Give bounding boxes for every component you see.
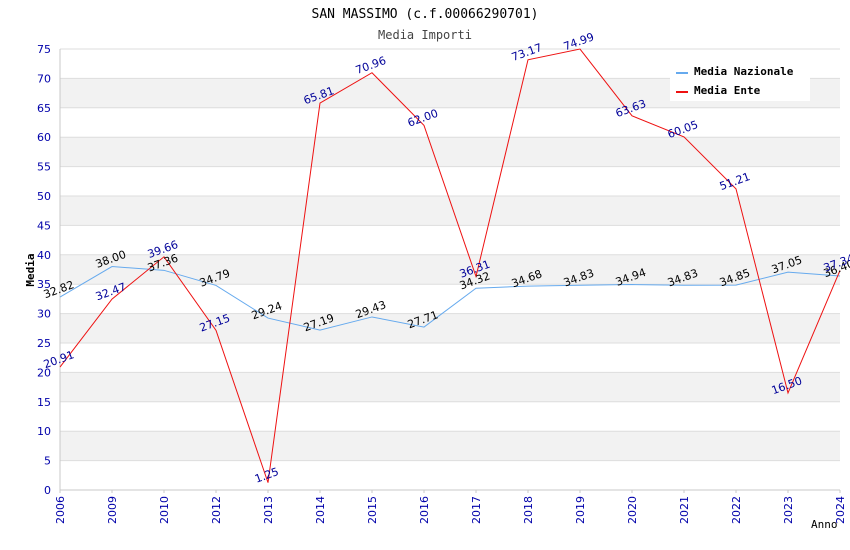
legend: Media Nazionale Media Ente xyxy=(670,60,810,101)
y-tick-label: 30 xyxy=(37,308,51,321)
x-tick-label: 2021 xyxy=(678,496,691,524)
y-tick-label: 25 xyxy=(37,337,51,350)
x-tick-label: 2018 xyxy=(522,496,535,524)
x-tick-label: 2012 xyxy=(210,496,223,524)
data-label-media-ente: 1.25 xyxy=(253,465,280,486)
data-label-media-ente: 62.00 xyxy=(406,107,440,130)
x-tick-label: 2015 xyxy=(366,496,379,524)
y-tick-label: 50 xyxy=(37,190,51,203)
x-tick-labels: 2006 2009 2010 2012 2013 2014 2015 2016 2017 2018… xyxy=(54,490,847,524)
x-tick-label: 2017 xyxy=(470,496,483,524)
gridlines xyxy=(60,48,840,491)
x-tick-label: 2022 xyxy=(730,496,743,524)
data-label-media-ente: 51.21 xyxy=(718,170,752,193)
legend-label-media-ente: Media Ente xyxy=(694,84,761,97)
background-band xyxy=(60,372,840,402)
y-tick-label: 35 xyxy=(37,278,51,291)
chart-title: SAN MASSIMO (c.f.00066290701) xyxy=(312,7,539,22)
background-band xyxy=(60,431,840,461)
legend-label-media-nazionale: Media Nazionale xyxy=(694,65,794,78)
y-tick-label: 0 xyxy=(44,484,51,497)
data-label-media-ente: 20.91 xyxy=(42,348,76,371)
y-tick-label: 40 xyxy=(37,249,51,262)
y-tick-label: 15 xyxy=(37,396,51,409)
x-axis-title: Anno xyxy=(811,518,838,531)
y-tick-labels: 0 5 10 15 20 25 30 35 40 45 50 55 60 65 70 75 xyxy=(37,43,51,497)
background-band xyxy=(60,254,840,285)
x-tick-label: 2010 xyxy=(158,496,171,524)
y-tick-label: 55 xyxy=(37,161,51,174)
y-tick-label: 65 xyxy=(37,102,51,115)
y-tick-label: 10 xyxy=(37,425,51,438)
series-lines xyxy=(59,48,841,483)
background-band xyxy=(60,137,840,167)
x-tick-label: 2020 xyxy=(626,496,639,524)
x-tick-label: 2023 xyxy=(782,496,795,524)
x-tick-label: 2013 xyxy=(262,496,275,524)
background-band xyxy=(60,313,840,343)
background-bands xyxy=(60,78,840,461)
series-line-media-nazionale xyxy=(59,266,841,331)
data-label-media-ente: 74.99 xyxy=(562,30,596,53)
x-tick-label: 2024 xyxy=(834,496,847,524)
y-tick-label: 70 xyxy=(37,72,51,85)
data-label-media-ente: 73.17 xyxy=(510,41,544,64)
x-tick-label: 2006 xyxy=(54,496,67,524)
y-axis-title: Media xyxy=(24,253,37,286)
y-tick-label: 20 xyxy=(37,366,51,379)
x-tick-label: 2019 xyxy=(574,496,587,524)
x-tick-label: 2016 xyxy=(418,496,431,524)
x-tick-label: 2009 xyxy=(106,496,119,524)
y-tick-label: 60 xyxy=(37,131,51,144)
y-tick-label: 45 xyxy=(37,219,51,232)
y-tick-label: 75 xyxy=(37,43,51,56)
x-tick-label: 2014 xyxy=(314,496,327,524)
chart-subtitle: Media Importi xyxy=(378,28,472,42)
series-line-media-ente xyxy=(59,48,841,483)
y-tick-label: 5 xyxy=(44,455,51,468)
legend-box xyxy=(670,60,810,101)
